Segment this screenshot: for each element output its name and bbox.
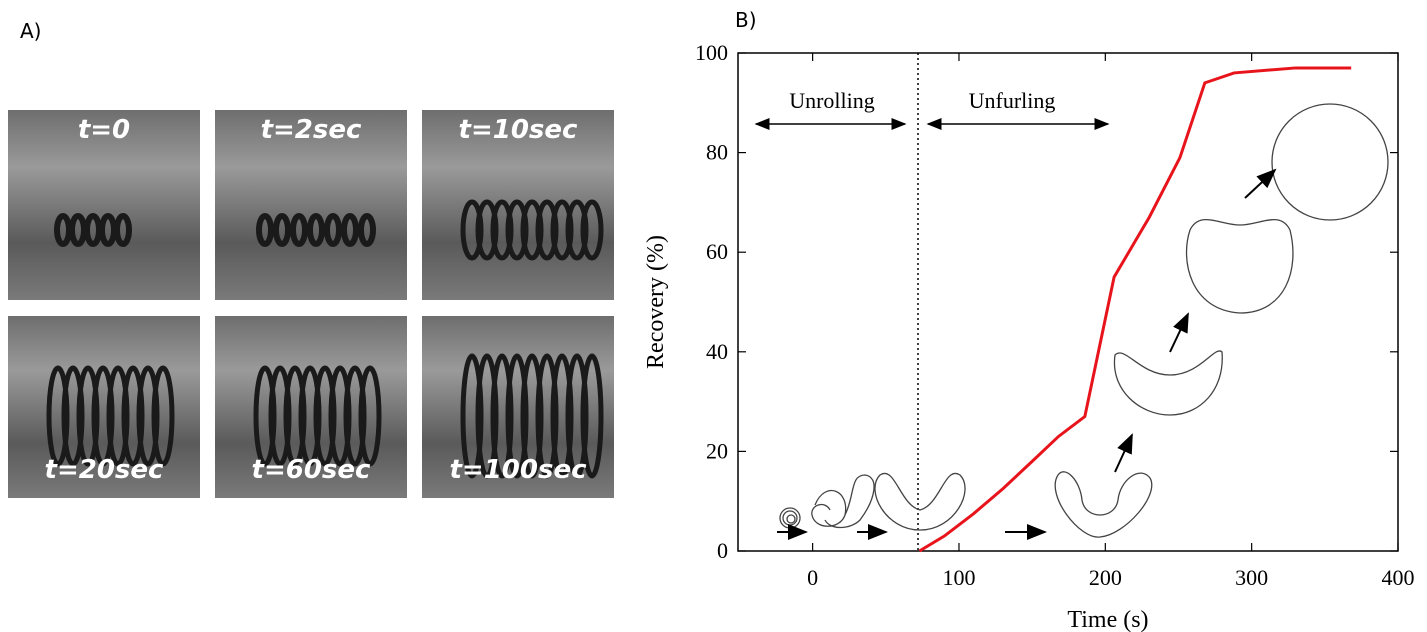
- y-tick-label: 20: [706, 438, 728, 463]
- coil: [290, 213, 308, 247]
- x-tick-label: 400: [1382, 565, 1415, 590]
- coil: [307, 213, 325, 247]
- plot-frame: [737, 52, 1399, 552]
- photo-frame: t=100sec: [422, 316, 614, 498]
- y-tick-label: 100: [695, 40, 728, 65]
- coil: [358, 213, 376, 247]
- coil: [460, 199, 484, 261]
- coil: [136, 365, 160, 467]
- coil: [76, 365, 100, 467]
- coil: [324, 213, 342, 247]
- annotation: Unrolling: [789, 88, 875, 113]
- coil: [475, 353, 499, 479]
- coil: [61, 365, 85, 467]
- coil: [460, 353, 484, 479]
- coil: [151, 365, 175, 467]
- panel-label: A): [20, 19, 41, 43]
- x-tick-label: 100: [942, 565, 975, 590]
- x-axis-label: Time (s): [1067, 607, 1148, 632]
- coil: [273, 213, 291, 247]
- photo: [8, 110, 200, 300]
- coil: [268, 365, 292, 467]
- photo-frame: t=0: [8, 110, 200, 300]
- coil: [283, 365, 307, 467]
- y-tick-label: 80: [706, 140, 728, 165]
- coil: [520, 199, 544, 261]
- frame-label: t=100sec: [449, 455, 587, 485]
- coil: [256, 213, 274, 247]
- y-tick-label: 0: [717, 538, 728, 563]
- coil: [490, 199, 514, 261]
- coil: [505, 199, 529, 261]
- coil: [580, 353, 604, 479]
- annotation: Unfurling: [969, 88, 1056, 113]
- coil: [114, 213, 132, 247]
- coil: [520, 353, 544, 479]
- coil: [565, 199, 589, 261]
- shape-arrows: [777, 168, 1277, 540]
- coil: [46, 365, 70, 467]
- coil: [358, 365, 382, 467]
- coil: [490, 353, 514, 479]
- y-axis-label: Recovery (%): [643, 235, 669, 369]
- coil: [106, 365, 130, 467]
- coil: [328, 365, 352, 467]
- shape-sketches: [779, 103, 1389, 538]
- coil: [580, 199, 604, 261]
- coil: [550, 353, 574, 479]
- coil: [343, 365, 367, 467]
- photo-grid: t=0 t=2sec t=10sec t=20sec t=60sec t=100sec: [8, 110, 614, 498]
- y-tick-label: 40: [706, 339, 728, 364]
- coil: [535, 353, 559, 479]
- panel-label: B): [735, 8, 757, 32]
- x-tick-label: 200: [1089, 565, 1122, 590]
- photo: [8, 316, 200, 498]
- photo-frame: t=2sec: [215, 110, 407, 300]
- photo-frame: t=60sec: [215, 316, 407, 498]
- photo-frame: t=20sec: [8, 316, 200, 498]
- photo-frame: t=10sec: [422, 110, 614, 300]
- coil: [91, 365, 115, 467]
- photo: [215, 110, 407, 300]
- coil: [298, 365, 322, 467]
- x-tick-label: 300: [1235, 565, 1268, 590]
- x-tick-label: 0: [807, 565, 818, 590]
- coil: [550, 199, 574, 261]
- photo: [215, 316, 407, 498]
- coil: [313, 365, 337, 467]
- coil: [535, 199, 559, 261]
- coil: [253, 365, 277, 467]
- plot: 0 100 200 300 400 0 20 40 60 80 100 Time (s) Recover…: [643, 40, 1415, 632]
- coil: [565, 353, 589, 479]
- frame-label: t=60sec: [252, 455, 372, 485]
- frame-label: t=20sec: [45, 455, 165, 485]
- y-tick-label: 60: [706, 239, 728, 264]
- frame-label: t=0: [78, 115, 130, 145]
- coil: [121, 365, 145, 467]
- data-line: [918, 66, 1352, 553]
- coil: [505, 353, 529, 479]
- coil: [475, 199, 499, 261]
- frame-label: t=10sec: [459, 115, 579, 145]
- frame-label: t=2sec: [261, 115, 362, 145]
- coil: [341, 213, 359, 247]
